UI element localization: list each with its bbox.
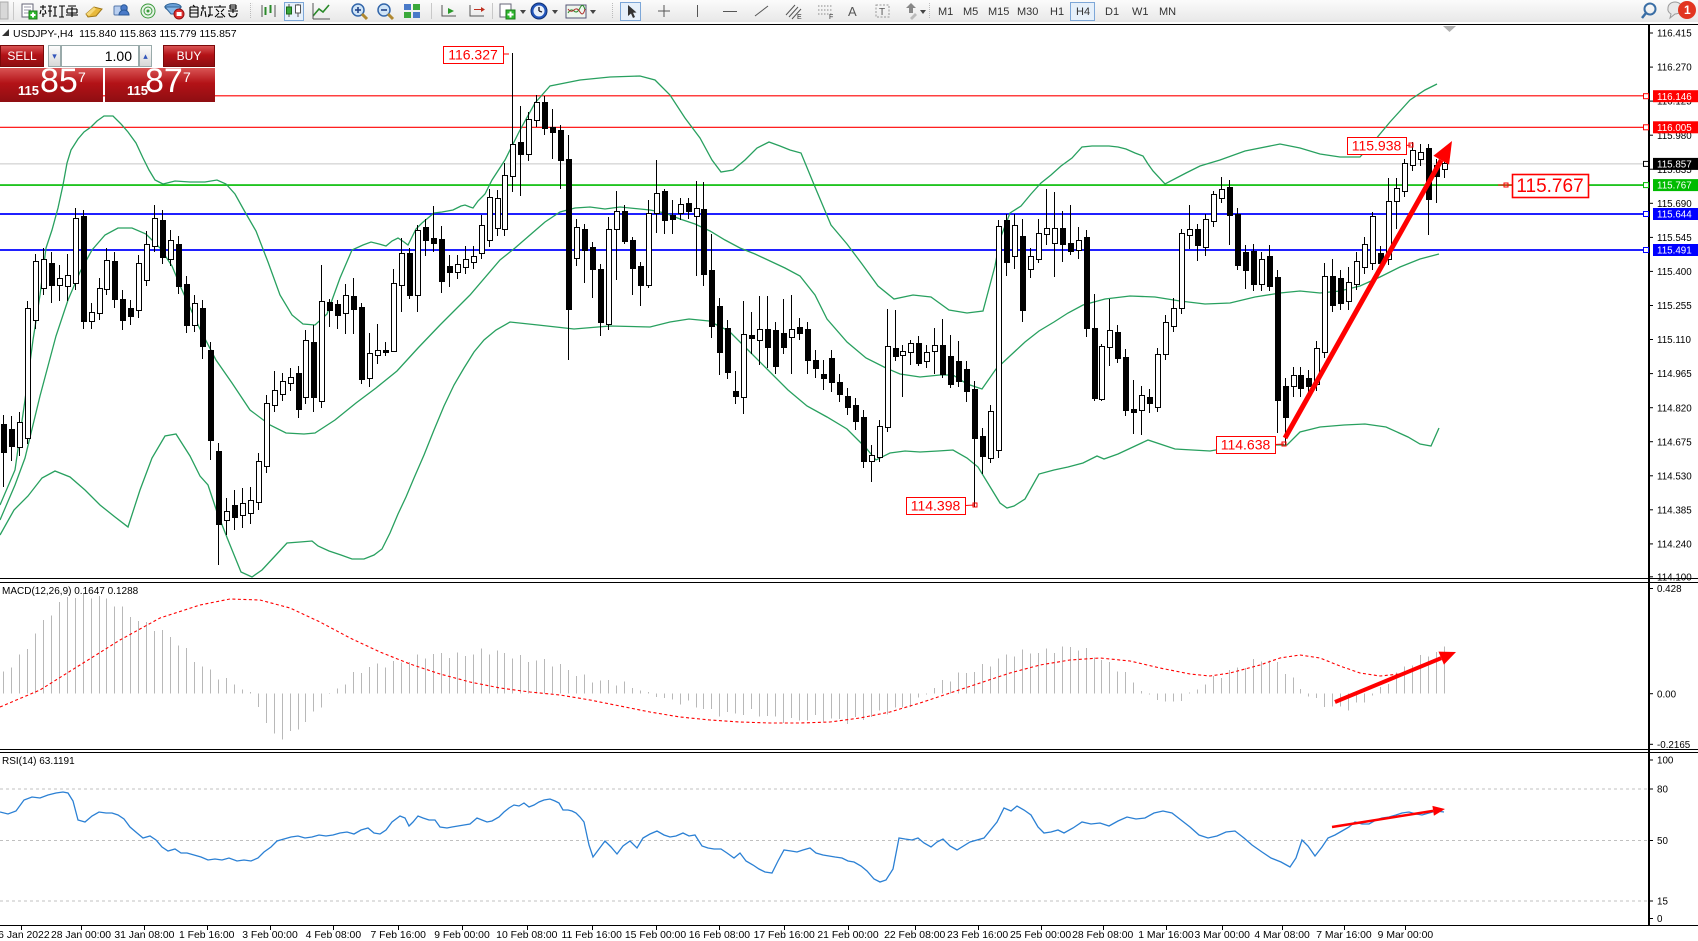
svg-text:7 Mar 16:00: 7 Mar 16:00 xyxy=(1316,930,1372,941)
svg-text:116.270: 116.270 xyxy=(1657,63,1692,74)
svg-text:E: E xyxy=(797,14,802,21)
svg-text:MN: MN xyxy=(1159,6,1176,18)
svg-text:114.398: 114.398 xyxy=(911,498,961,514)
svg-text:114.530: 114.530 xyxy=(1657,471,1692,482)
svg-text:3 Mar 00:00: 3 Mar 00:00 xyxy=(1194,930,1250,941)
svg-text:21 Feb 00:00: 21 Feb 00:00 xyxy=(817,930,878,941)
svg-text:1: 1 xyxy=(1684,3,1691,17)
svg-text:-0.2165: -0.2165 xyxy=(1657,740,1691,751)
svg-text:M30: M30 xyxy=(1017,6,1038,18)
svg-text:4 Mar 08:00: 4 Mar 08:00 xyxy=(1254,930,1310,941)
svg-text:116.415: 116.415 xyxy=(1657,29,1692,40)
svg-text:31 Jan 08:00: 31 Jan 08:00 xyxy=(114,930,174,941)
svg-text:114.675: 114.675 xyxy=(1657,437,1692,448)
svg-text:115.980: 115.980 xyxy=(1657,131,1692,142)
svg-text:114.240: 114.240 xyxy=(1657,540,1692,551)
svg-text:9 Feb 00:00: 9 Feb 00:00 xyxy=(434,930,490,941)
svg-text:W1: W1 xyxy=(1132,6,1149,18)
svg-text:114.965: 114.965 xyxy=(1657,369,1692,380)
svg-text:15: 15 xyxy=(1657,897,1668,908)
svg-text:114.100: 114.100 xyxy=(1657,572,1692,583)
svg-text:F: F xyxy=(829,14,833,21)
svg-text:100: 100 xyxy=(1657,756,1674,767)
svg-text:USDJPY-,H4 115.840 115.863 11: USDJPY-,H4 115.840 115.863 115.779 115.8… xyxy=(13,28,237,40)
svg-text:1 Feb 16:00: 1 Feb 16:00 xyxy=(179,930,235,941)
svg-text:11 Feb 16:00: 11 Feb 16:00 xyxy=(561,930,622,941)
svg-text:115.644: 115.644 xyxy=(1657,210,1692,221)
svg-text:115.767: 115.767 xyxy=(1657,181,1692,192)
svg-text:9 Mar 00:00: 9 Mar 00:00 xyxy=(1378,930,1434,941)
svg-text:M5: M5 xyxy=(963,6,978,18)
svg-text:A: A xyxy=(848,4,857,19)
svg-text:114.385: 114.385 xyxy=(1657,505,1692,516)
svg-text:16 Feb 08:00: 16 Feb 08:00 xyxy=(689,930,750,941)
svg-text:1 Mar 16:00: 1 Mar 16:00 xyxy=(1138,930,1194,941)
svg-text:80: 80 xyxy=(1657,785,1668,796)
svg-text:115.545: 115.545 xyxy=(1657,233,1692,244)
svg-text:25 Feb 00:00: 25 Feb 00:00 xyxy=(1010,930,1071,941)
svg-text:115.835: 115.835 xyxy=(1657,165,1692,176)
svg-text:22 Feb 08:00: 22 Feb 08:00 xyxy=(884,930,945,941)
svg-text:0.428: 0.428 xyxy=(1657,584,1682,595)
svg-text:116.146: 116.146 xyxy=(1657,92,1692,103)
svg-text:115.491: 115.491 xyxy=(1657,246,1692,257)
svg-text:H4: H4 xyxy=(1076,6,1090,18)
svg-text:23 Feb 16:00: 23 Feb 16:00 xyxy=(947,930,1008,941)
svg-text:28 Jan 00:00: 28 Jan 00:00 xyxy=(51,930,111,941)
svg-text:115.857: 115.857 xyxy=(1657,160,1692,171)
svg-text:115.938: 115.938 xyxy=(1352,138,1402,154)
svg-text:4 Feb 08:00: 4 Feb 08:00 xyxy=(306,930,362,941)
svg-text:10 Feb 08:00: 10 Feb 08:00 xyxy=(496,930,557,941)
svg-text:H1: H1 xyxy=(1050,6,1064,18)
svg-text:3 Feb 00:00: 3 Feb 00:00 xyxy=(242,930,298,941)
svg-text:0.00: 0.00 xyxy=(1657,689,1677,700)
svg-text:115.690: 115.690 xyxy=(1657,199,1692,210)
svg-text:115.255: 115.255 xyxy=(1657,301,1692,312)
svg-text:M1: M1 xyxy=(938,6,953,18)
svg-text:15 Feb 00:00: 15 Feb 00:00 xyxy=(625,930,686,941)
svg-text:116.005: 116.005 xyxy=(1657,123,1692,134)
svg-text:50: 50 xyxy=(1657,836,1668,847)
svg-text:MACD(12,26,9) 0.1647 0.1288: MACD(12,26,9) 0.1647 0.1288 xyxy=(2,586,139,597)
svg-text:17 Feb 16:00: 17 Feb 16:00 xyxy=(754,930,815,941)
svg-text:115.767: 115.767 xyxy=(1516,176,1583,197)
svg-text:114.638: 114.638 xyxy=(1221,437,1271,453)
svg-text:D1: D1 xyxy=(1105,6,1119,18)
svg-text:116.327: 116.327 xyxy=(448,47,498,63)
svg-text:T: T xyxy=(879,7,885,18)
svg-text:114.820: 114.820 xyxy=(1657,403,1692,414)
svg-text:0: 0 xyxy=(1657,914,1663,925)
svg-text:28 Feb 08:00: 28 Feb 08:00 xyxy=(1072,930,1133,941)
svg-text:RSI(14) 63.1191: RSI(14) 63.1191 xyxy=(2,756,75,767)
svg-text:26 Jan 2022: 26 Jan 2022 xyxy=(0,930,50,941)
svg-text:115.110: 115.110 xyxy=(1657,335,1692,346)
svg-text:115.400: 115.400 xyxy=(1657,267,1692,278)
svg-text:7 Feb 16:00: 7 Feb 16:00 xyxy=(370,930,426,941)
svg-text:M15: M15 xyxy=(988,6,1009,18)
